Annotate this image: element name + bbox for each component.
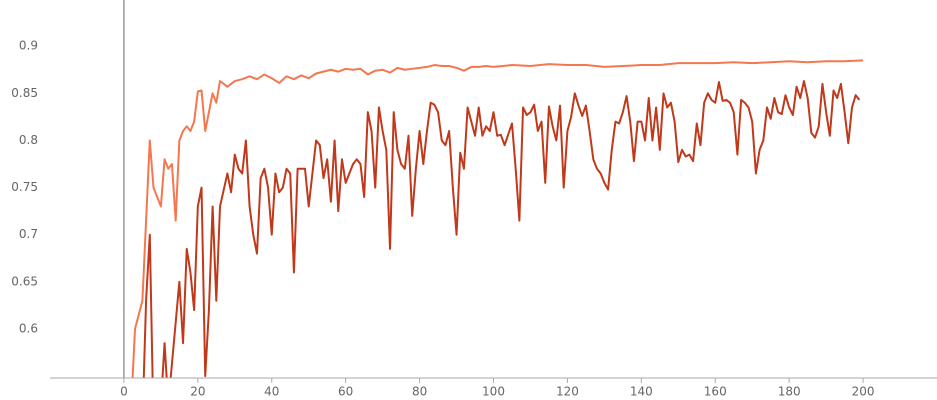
x-tick-label: 180 [778, 385, 801, 399]
y-tick-label: 0.85 [11, 86, 38, 100]
y-tick-label: 0.75 [11, 180, 38, 194]
x-tick-label: 200 [852, 385, 875, 399]
x-tick-label: 60 [338, 385, 353, 399]
series-line [131, 59, 864, 378]
x-tick-label: 140 [630, 385, 653, 399]
y-tick-label: 0.65 [11, 274, 38, 288]
y-tick-label: 0.6 [19, 321, 38, 335]
series-line [142, 80, 861, 378]
x-tick-label: 100 [482, 385, 505, 399]
y-tick-label: 0.9 [19, 39, 38, 53]
x-tick-label: 160 [704, 385, 727, 399]
plot-area [131, 59, 864, 378]
x-tick-label: 20 [190, 385, 205, 399]
x-tick-label: 40 [264, 385, 279, 399]
y-tick-label: 0.7 [19, 227, 38, 241]
y-tick-label: 0.8 [19, 133, 38, 147]
x-tick-label: 80 [412, 385, 427, 399]
x-tick-label: 120 [556, 385, 579, 399]
x-tick-label: 0 [120, 385, 128, 399]
